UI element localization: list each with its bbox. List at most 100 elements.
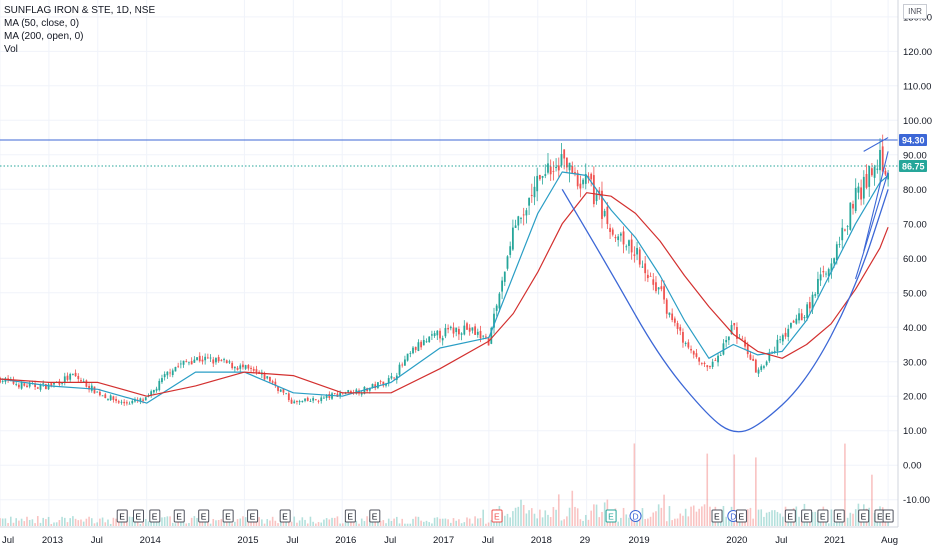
candle[interactable]	[668, 312, 671, 318]
candle[interactable]	[687, 339, 690, 350]
candle[interactable]	[517, 215, 520, 231]
candle[interactable]	[287, 390, 290, 403]
candle[interactable]	[66, 372, 69, 382]
horizontal-lines[interactable]	[0, 139, 898, 167]
candle[interactable]	[638, 246, 641, 268]
candle[interactable]	[323, 395, 325, 399]
candle[interactable]	[169, 368, 171, 377]
candle[interactable]	[26, 383, 28, 388]
candle[interactable]	[784, 327, 787, 340]
candle[interactable]	[590, 172, 593, 187]
candle[interactable]	[309, 398, 312, 402]
candle[interactable]	[857, 182, 860, 200]
candle[interactable]	[433, 330, 436, 338]
candle[interactable]	[220, 358, 223, 362]
candle[interactable]	[606, 202, 609, 230]
candle[interactable]	[293, 399, 296, 404]
candle[interactable]	[190, 357, 193, 365]
candle[interactable]	[641, 260, 644, 268]
cup-curve[interactable]	[561, 188, 889, 433]
candle[interactable]	[636, 241, 638, 261]
candle[interactable]	[849, 202, 852, 231]
candle[interactable]	[317, 399, 320, 404]
candle[interactable]	[644, 255, 647, 282]
candle[interactable]	[225, 359, 228, 364]
candle[interactable]	[555, 158, 557, 172]
candle[interactable]	[236, 365, 239, 371]
earnings-marker[interactable]: E	[605, 509, 617, 523]
candle[interactable]	[560, 143, 563, 168]
candle[interactable]	[188, 361, 190, 366]
candle[interactable]	[617, 233, 620, 247]
candle[interactable]	[727, 336, 730, 345]
earnings-marker[interactable]: E	[735, 509, 747, 523]
candle[interactable]	[860, 179, 863, 206]
candle[interactable]	[595, 189, 598, 205]
candle[interactable]	[387, 375, 390, 387]
candle[interactable]	[503, 271, 506, 286]
candle[interactable]	[163, 371, 166, 381]
candle[interactable]	[571, 161, 574, 174]
candle[interactable]	[82, 378, 85, 382]
earnings-marker[interactable]: E	[858, 509, 870, 523]
candle[interactable]	[628, 239, 630, 254]
candle[interactable]	[725, 336, 728, 348]
candle[interactable]	[28, 381, 31, 389]
candle[interactable]	[690, 345, 692, 354]
candle[interactable]	[447, 324, 450, 334]
candle[interactable]	[463, 320, 466, 336]
candle[interactable]	[44, 383, 47, 390]
candle[interactable]	[633, 246, 636, 263]
candle[interactable]	[298, 399, 301, 405]
candle[interactable]	[579, 175, 582, 198]
candle[interactable]	[717, 352, 719, 367]
candle[interactable]	[360, 390, 363, 397]
candle[interactable]	[582, 178, 584, 189]
candle[interactable]	[468, 324, 471, 336]
candle[interactable]	[822, 265, 825, 278]
legend-ma200[interactable]: MA (200, open, 0)	[4, 31, 84, 42]
candle[interactable]	[768, 348, 771, 363]
candle[interactable]	[144, 396, 147, 401]
earnings-marker[interactable]: E	[784, 509, 796, 523]
candle[interactable]	[63, 372, 66, 386]
candle[interactable]	[574, 167, 576, 177]
candle[interactable]	[827, 267, 830, 283]
candle[interactable]	[107, 398, 109, 401]
candle[interactable]	[333, 393, 336, 395]
candle[interactable]	[533, 176, 536, 206]
earnings-marker[interactable]: E	[882, 509, 894, 523]
candle[interactable]	[179, 360, 182, 369]
legend-vol[interactable]: Vol	[4, 44, 18, 55]
candle[interactable]	[549, 159, 552, 181]
candle[interactable]	[120, 399, 123, 405]
candle[interactable]	[458, 326, 460, 340]
candle[interactable]	[290, 397, 293, 404]
candle[interactable]	[414, 346, 417, 353]
candle[interactable]	[217, 354, 220, 363]
candle[interactable]	[711, 358, 714, 370]
candle[interactable]	[673, 316, 676, 327]
candle[interactable]	[684, 341, 687, 347]
candle[interactable]	[93, 386, 96, 394]
candle[interactable]	[320, 395, 323, 404]
candle[interactable]	[171, 368, 174, 378]
candle[interactable]	[212, 356, 215, 368]
candle[interactable]	[790, 322, 792, 329]
candle[interactable]	[703, 361, 706, 368]
candle[interactable]	[601, 181, 603, 229]
candle[interactable]	[247, 364, 250, 371]
candle[interactable]	[296, 400, 298, 405]
earnings-marker[interactable]: E	[247, 509, 259, 523]
candle[interactable]	[177, 362, 180, 369]
candle[interactable]	[825, 271, 827, 278]
candle[interactable]	[471, 327, 474, 334]
candle[interactable]	[420, 339, 423, 350]
candle[interactable]	[117, 399, 120, 405]
candle[interactable]	[733, 322, 736, 330]
candle[interactable]	[239, 363, 242, 373]
candle[interactable]	[663, 280, 665, 304]
candle[interactable]	[509, 241, 512, 258]
